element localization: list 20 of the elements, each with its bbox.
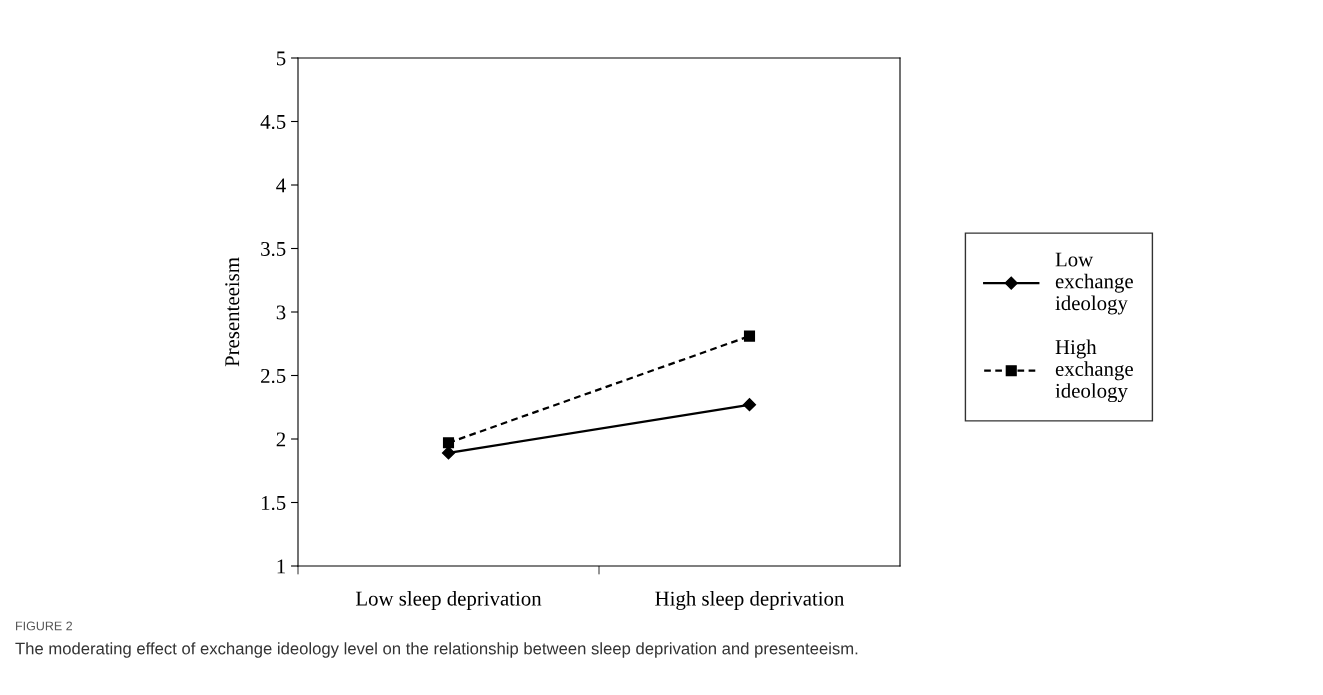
y-axis-title: Presenteeism — [225, 257, 240, 367]
point — [742, 398, 757, 412]
point — [442, 437, 455, 449]
point — [743, 330, 756, 342]
legend-label: High exchange ideology — [1055, 339, 1133, 403]
y-tick-label: 5 — [276, 51, 286, 66]
caption: FIGURE 2 — [16, 621, 73, 631]
y-tick-label: 1.5 — [261, 495, 286, 511]
x-tick-label: High sleep deprivation — [655, 591, 845, 610]
y-tick-label: 3 — [276, 305, 286, 320]
text: The moderating effect of exchange ideology level on the relationship between sleep deprivation and presenteeism. — [15, 642, 858, 658]
y-tick-label: 4.5 — [260, 115, 286, 130]
y-tick-label: 4 — [276, 178, 286, 193]
point — [441, 446, 456, 460]
y-tick-label: 2.5 — [261, 368, 286, 384]
y-tick-label: 3.5 — [261, 241, 286, 257]
y-tick-label: 2 — [276, 432, 286, 447]
x-tick-label: Low sleep deprivation — [355, 591, 542, 610]
y-tick-label: 1 — [277, 559, 285, 574]
legend-label: Low exchange ideology — [1055, 252, 1133, 315]
